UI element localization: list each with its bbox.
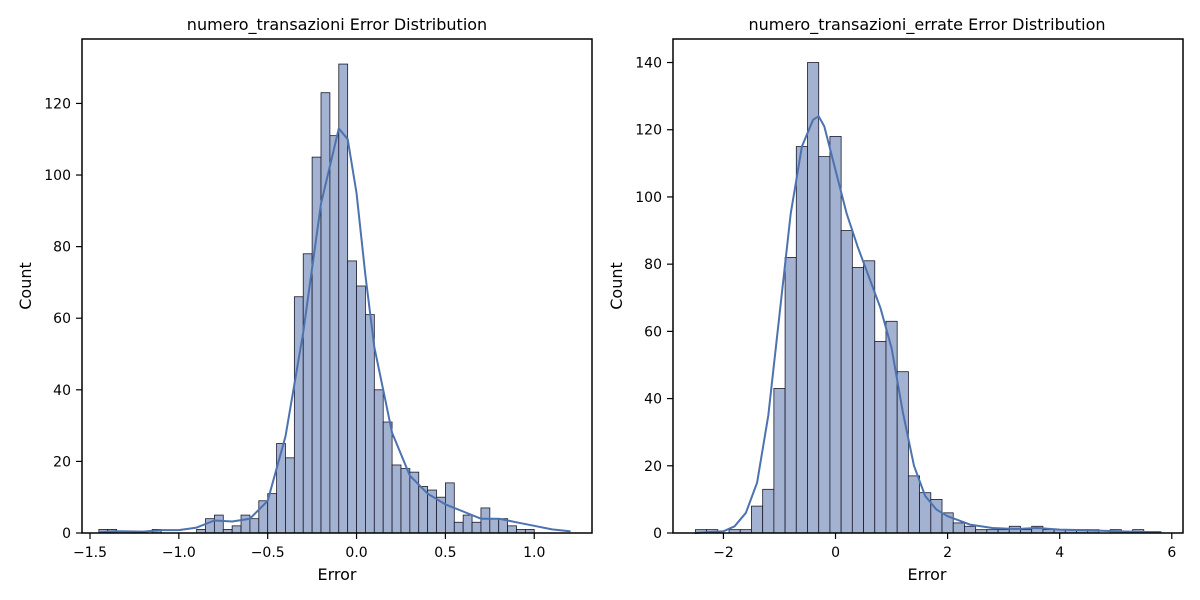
histogram-bar bbox=[489, 518, 500, 534]
x-tick-label: 0.0 bbox=[345, 545, 367, 561]
y-tick-label: 120 bbox=[44, 96, 71, 112]
histogram-bar bbox=[773, 388, 786, 534]
y-axis-label: Count bbox=[607, 262, 626, 310]
histogram-bar bbox=[896, 371, 909, 534]
x-axis-ticks: −2 0 2 4 6 bbox=[713, 533, 1176, 561]
x-tick-label: −1.5 bbox=[73, 545, 107, 561]
y-tick-label: 100 bbox=[44, 168, 71, 184]
histogram-bar bbox=[751, 505, 764, 534]
y-tick-label: 40 bbox=[53, 383, 71, 399]
histogram-bar bbox=[952, 522, 965, 534]
y-tick-label: 80 bbox=[53, 240, 71, 256]
x-tick-label: 6 bbox=[1167, 545, 1176, 561]
histogram-bar bbox=[373, 389, 384, 534]
x-axis-ticks: −1.5 −1.0 −0.5 0.0 0.5 1.0 bbox=[73, 533, 545, 561]
histogram-bar bbox=[863, 260, 876, 534]
histogram-bar bbox=[285, 457, 295, 534]
kde-line bbox=[694, 115, 1162, 534]
y-axis-label: Count bbox=[16, 262, 35, 310]
histogram-bar bbox=[507, 525, 517, 534]
histogram-bar bbox=[329, 135, 340, 534]
histogram-bar bbox=[762, 488, 775, 534]
histogram-bar bbox=[391, 464, 402, 534]
histogram-bar bbox=[964, 525, 977, 534]
histogram-bars bbox=[695, 62, 1145, 534]
x-axis-label: Error bbox=[908, 565, 947, 584]
chart-title: numero_transazioni Error Distribution bbox=[187, 15, 487, 35]
chart-numero-transazioni: numero_transazioni Error Distribution −1… bbox=[16, 15, 593, 584]
histogram-bar bbox=[462, 514, 473, 534]
histogram-bar bbox=[919, 492, 932, 534]
y-tick-label: 60 bbox=[53, 311, 71, 327]
kde-curve bbox=[97, 127, 571, 534]
histogram-bar bbox=[874, 341, 887, 534]
histogram-bar bbox=[382, 421, 393, 534]
histogram-bar bbox=[347, 260, 357, 534]
y-tick-label: 60 bbox=[644, 324, 662, 340]
y-tick-label: 120 bbox=[635, 123, 662, 139]
histogram-bar bbox=[784, 257, 797, 534]
chart-numero-transazioni-errate: numero_transazioni_errate Error Distribu… bbox=[607, 15, 1184, 584]
histogram-bar bbox=[400, 468, 411, 534]
histogram-bar bbox=[829, 136, 842, 534]
y-tick-label: 40 bbox=[644, 392, 662, 408]
histogram-bars bbox=[98, 63, 535, 534]
y-axis-ticks: 0 20 40 60 80 100 120 bbox=[44, 96, 82, 542]
y-tick-label: 100 bbox=[635, 190, 662, 206]
y-tick-label: 0 bbox=[62, 526, 71, 542]
y-tick-label: 80 bbox=[644, 257, 662, 273]
histogram-bar bbox=[365, 314, 375, 534]
histogram-bar bbox=[807, 62, 820, 534]
chart-title: numero_transazioni_errate Error Distribu… bbox=[748, 15, 1105, 35]
x-axis-label: Error bbox=[318, 565, 357, 584]
y-tick-label: 20 bbox=[53, 454, 71, 470]
kde-line bbox=[97, 127, 571, 534]
histogram-bar bbox=[818, 156, 831, 534]
plot-frame bbox=[81, 38, 593, 534]
y-tick-label: 20 bbox=[644, 459, 662, 475]
x-tick-label: −0.5 bbox=[251, 545, 285, 561]
plot-frame bbox=[672, 38, 1184, 534]
histogram-bar bbox=[293, 296, 304, 534]
histogram-bar bbox=[240, 514, 251, 534]
histogram-bar bbox=[795, 146, 808, 534]
kde-curve bbox=[694, 115, 1162, 534]
histogram-bar bbox=[231, 525, 242, 534]
histogram-bar bbox=[249, 518, 260, 534]
y-tick-label: 140 bbox=[635, 56, 662, 72]
histogram-bar bbox=[320, 92, 331, 534]
y-axis-ticks: 0 20 40 60 80 100 120 140 bbox=[635, 56, 673, 542]
x-tick-label: 2 bbox=[943, 545, 952, 561]
x-tick-label: −2 bbox=[713, 545, 734, 561]
x-tick-label: 0.5 bbox=[434, 545, 456, 561]
y-tick-label: 0 bbox=[653, 526, 662, 542]
histogram-bar bbox=[453, 521, 464, 534]
histogram-bar bbox=[276, 443, 286, 534]
x-tick-label: 4 bbox=[1055, 545, 1064, 561]
histogram-bar bbox=[840, 230, 853, 534]
histogram-bar bbox=[480, 507, 491, 534]
histogram-bar bbox=[213, 514, 224, 534]
x-tick-label: −1.0 bbox=[162, 545, 196, 561]
x-tick-label: 1.0 bbox=[523, 545, 545, 561]
histogram-bar bbox=[851, 267, 864, 534]
x-tick-label: 0 bbox=[831, 545, 840, 561]
histogram-bar bbox=[356, 285, 366, 534]
histogram-bar bbox=[471, 521, 482, 534]
histogram-bar bbox=[907, 475, 920, 534]
